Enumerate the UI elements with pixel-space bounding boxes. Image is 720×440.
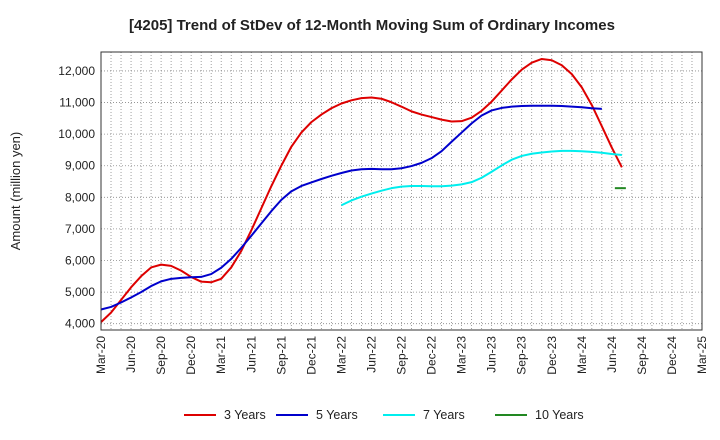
- series-line-3-years: [100, 57, 623, 323]
- legend-label: 5 Years: [316, 408, 358, 422]
- x-tick-label: Dec-22: [425, 336, 439, 375]
- x-tick-label: Dec-20: [184, 336, 198, 375]
- y-tick-label: 6,000: [65, 254, 95, 268]
- x-tick-label: Dec-24: [665, 336, 679, 375]
- y-tick-label: 10,000: [58, 127, 95, 141]
- x-tick-label: Dec-21: [304, 336, 318, 375]
- x-tick-label: Jun-22: [364, 336, 378, 373]
- y-tick-labels: 4,000 5,000 6,000 7,000 8,000 9,000 10,000 11,0…: [58, 64, 95, 331]
- x-tick-label: Sep-21: [274, 336, 288, 375]
- y-tick-label: 12,000: [58, 64, 95, 78]
- axes: [100, 51, 703, 331]
- x-tick-label: Mar-23: [455, 336, 469, 374]
- legend-label: 7 Years: [423, 408, 465, 422]
- y-tick-label: 11,000: [59, 96, 95, 110]
- series-line-5-years: [100, 104, 602, 311]
- y-tick-label: 5,000: [65, 285, 95, 299]
- plot-frame: [100, 51, 703, 331]
- x-tick-label: Sep-23: [515, 336, 529, 375]
- x-tick-label: Mar-20: [94, 336, 108, 374]
- y-tick-label: 4,000: [65, 317, 95, 331]
- x-tick-label: Mar-21: [214, 336, 228, 374]
- x-tick-label: Jun-21: [244, 336, 258, 373]
- legend-label: 3 Years: [224, 408, 266, 422]
- y-tick-label: 8,000: [65, 190, 95, 204]
- x-tick-label: Jun-20: [124, 336, 138, 373]
- y-axis-label: Amount (million yen): [8, 132, 23, 251]
- chart-title: [4205] Trend of StDev of 12-Month Moving…: [129, 17, 615, 34]
- x-tick-label: Jun-23: [485, 336, 499, 373]
- series-lines: [100, 57, 626, 323]
- x-tick-label: Mar-25: [695, 336, 709, 374]
- x-tick-label: Jun-24: [605, 336, 619, 373]
- y-tick-label: 7,000: [65, 222, 95, 236]
- x-tick-label: Sep-24: [635, 336, 649, 375]
- x-tick-label: Mar-22: [334, 336, 348, 374]
- y-tick-label: 9,000: [65, 159, 95, 173]
- gridlines: [101, 52, 702, 330]
- legend: 3 Years 5 Years 7 Years 10 Years: [184, 408, 584, 422]
- x-tick-label: Sep-22: [395, 336, 409, 375]
- x-tick-label: Dec-23: [545, 336, 559, 375]
- x-tick-label: Sep-20: [154, 336, 168, 375]
- legend-label: 10 Years: [535, 408, 584, 422]
- x-tick-label: Mar-24: [575, 336, 589, 374]
- series-line-7-years: [340, 149, 622, 207]
- x-tick-labels: Mar-20 Jun-20 Sep-20 Dec-20 Mar-21 Jun-21 Sep-…: [94, 336, 709, 375]
